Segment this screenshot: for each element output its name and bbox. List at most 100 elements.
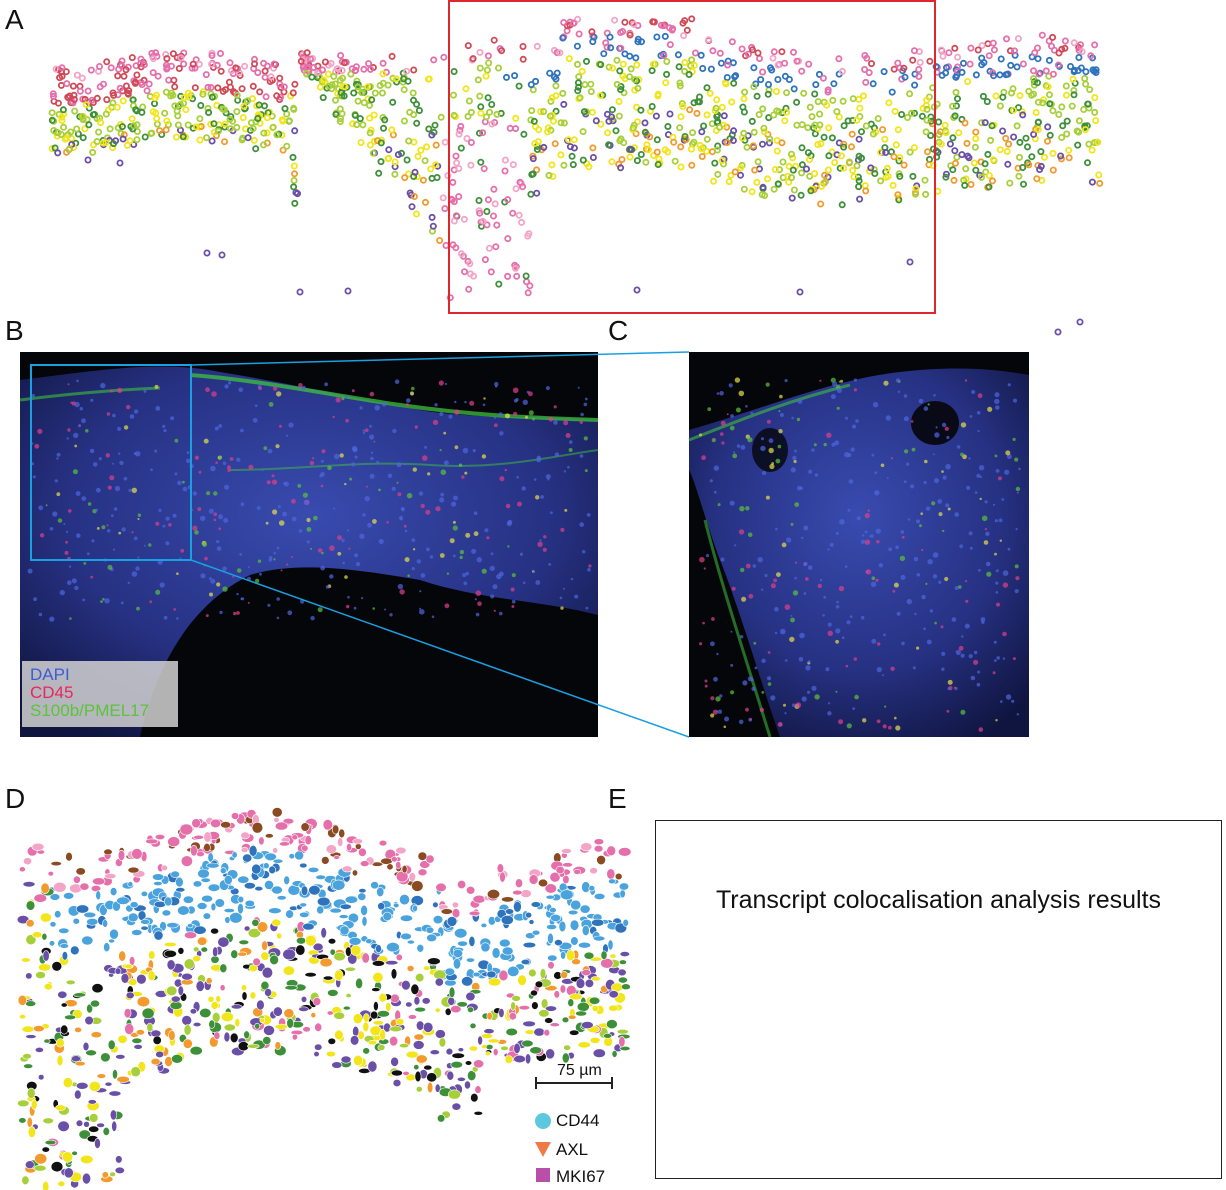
cell-dot — [867, 164, 875, 172]
fluorescence-speck — [955, 649, 961, 656]
segmented-cell — [193, 834, 205, 840]
segmented-cell — [299, 862, 308, 869]
segmented-cell — [49, 921, 57, 928]
cell-dot — [330, 72, 338, 80]
fluorescence-speck — [107, 564, 113, 570]
cell-dot — [48, 109, 56, 117]
segmented-cell — [412, 904, 418, 913]
fluorescence-speck — [68, 509, 72, 513]
fluorescence-speck — [351, 462, 356, 467]
fluorescence-speck — [404, 529, 408, 533]
fluorescence-speck — [775, 458, 781, 464]
segmented-cell — [467, 1006, 474, 1013]
cell-dot — [130, 140, 138, 148]
cell-dot — [739, 103, 747, 111]
cell-dot — [78, 74, 86, 82]
cell-dot — [73, 71, 81, 79]
fluorescence-speck — [901, 641, 905, 646]
cell-dot — [1081, 122, 1089, 130]
cell-dot — [350, 89, 358, 97]
cell-dot — [359, 121, 367, 129]
cell-dot — [413, 100, 421, 108]
cell-dot — [530, 117, 538, 125]
fluorescence-speck — [263, 446, 268, 451]
fluorescence-speck — [954, 686, 957, 689]
segmented-cell — [616, 1028, 629, 1035]
fluorescence-speck — [137, 518, 140, 520]
cell-dot — [915, 73, 923, 81]
cell-dot — [464, 112, 472, 120]
cell-dot — [48, 145, 56, 153]
segmented-cell — [62, 1077, 73, 1088]
cell-dot — [707, 65, 715, 73]
segmented-cell — [499, 871, 506, 883]
cell-dot — [927, 131, 935, 139]
cell-dot — [830, 80, 838, 88]
fluorescence-speck — [387, 473, 393, 479]
fluorescence-speck — [730, 630, 733, 633]
segmented-cell — [359, 860, 370, 867]
segmented-cell — [125, 991, 135, 999]
cell-dot — [479, 217, 487, 225]
fluorescence-speck — [853, 388, 858, 392]
segmented-cell — [413, 1064, 420, 1071]
cell-dot — [476, 92, 484, 100]
fluorescence-speck — [563, 470, 567, 473]
segmented-cell — [112, 1069, 118, 1080]
cell-dot — [110, 91, 118, 99]
cell-dot — [600, 50, 608, 58]
segmented-cell — [342, 865, 353, 873]
segmented-cell — [350, 1035, 360, 1046]
fluorescence-speck — [839, 519, 845, 525]
segmented-cell — [37, 1074, 45, 1081]
segmented-cell — [617, 968, 627, 977]
fluorescence-speck — [978, 568, 981, 572]
fluorescence-speck — [836, 387, 843, 393]
fluorescence-speck — [846, 723, 852, 729]
cell-dot — [308, 73, 316, 81]
segmented-cell — [498, 938, 511, 948]
fluorescence-speck — [202, 542, 208, 547]
cell-dot — [452, 152, 460, 160]
cell-dot — [465, 97, 473, 105]
fluorescence-speck — [933, 394, 936, 397]
fluorescence-speck — [1002, 657, 1006, 660]
segmented-cell — [223, 1023, 236, 1032]
fluorescence-speck — [960, 452, 964, 457]
fluorescence-speck — [463, 581, 468, 586]
cell-dot — [128, 115, 136, 123]
fluorescence-speck — [98, 457, 102, 461]
cell-dot — [421, 157, 429, 165]
fluorescence-speck — [287, 610, 293, 616]
cell-dot — [290, 162, 298, 170]
segmented-cell — [619, 889, 626, 899]
cell-dot — [60, 123, 68, 131]
fluorescence-speck — [941, 651, 946, 657]
cell-dot — [972, 166, 980, 174]
cell-dot — [404, 77, 412, 85]
fluorescence-speck — [431, 615, 435, 619]
fluorescence-speck — [844, 565, 848, 568]
fluorescence-speck — [118, 452, 121, 455]
cell-dot — [690, 138, 698, 146]
segmented-cell — [182, 895, 194, 904]
cell-dot — [730, 127, 738, 135]
cell-dot — [608, 158, 616, 166]
cell-dot — [1002, 134, 1010, 142]
segmented-cell — [31, 842, 45, 851]
cell-dot — [314, 69, 322, 77]
fluorescence-speck — [96, 527, 100, 530]
fluorescence-speck — [798, 657, 804, 662]
fluorescence-speck — [817, 583, 822, 589]
segmented-cell — [376, 886, 385, 897]
cell-dot — [213, 61, 221, 69]
fluorescence-speck — [391, 486, 396, 491]
cell-dot — [191, 84, 199, 92]
cell-dot — [615, 98, 623, 106]
cell-dot — [486, 108, 494, 116]
fluorescence-speck — [414, 425, 418, 429]
fluorescence-speck — [218, 455, 223, 460]
segmented-cell — [21, 1025, 35, 1033]
cell-dot — [537, 108, 545, 116]
fluorescence-speck — [407, 574, 411, 577]
